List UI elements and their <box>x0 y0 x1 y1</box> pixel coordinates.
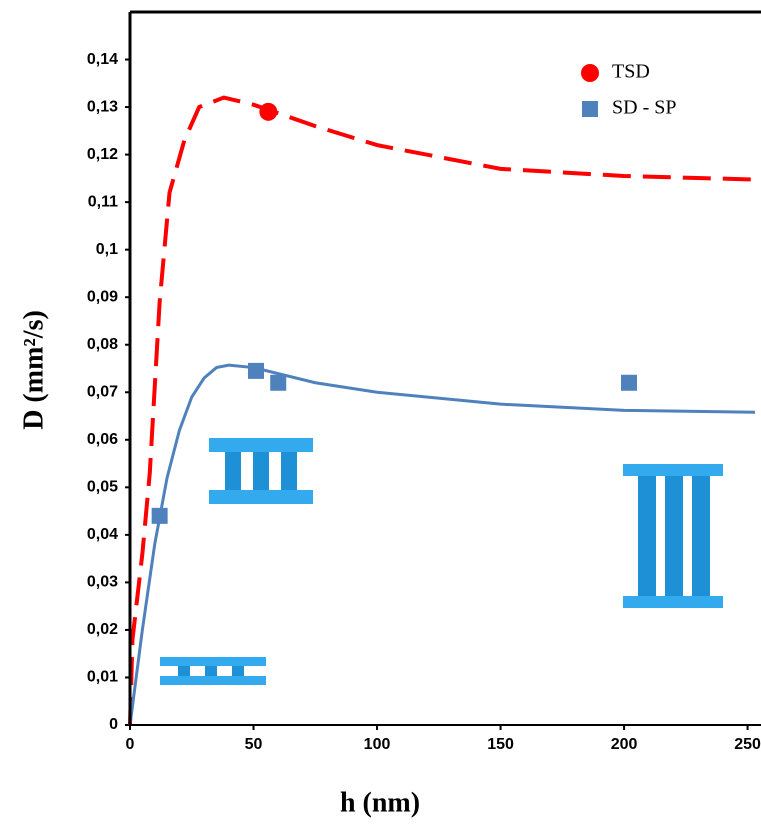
y-tick-label: 0,01 <box>87 669 118 686</box>
legend-label: SD - SP <box>612 97 676 119</box>
data-point <box>621 374 638 391</box>
data-point <box>247 362 264 379</box>
y-tick-label: 0,05 <box>87 479 118 496</box>
data-point <box>259 102 278 121</box>
fit-curve <box>128 363 756 726</box>
inset-medium-pillars <box>209 438 313 504</box>
fit-curve <box>128 95 755 726</box>
y-tick-label: 0,08 <box>87 336 118 353</box>
data-point <box>151 507 168 524</box>
legend-label: TSD <box>612 61 650 83</box>
y-tick-label: 0,09 <box>87 288 118 305</box>
y-tick-label: 0,1 <box>96 241 118 258</box>
legend-marker <box>582 101 598 117</box>
y-tick-label: 0,12 <box>87 146 118 163</box>
x-tick-label: 200 <box>611 736 638 753</box>
y-tick-label: 0,02 <box>87 621 118 638</box>
inset-short-pillars <box>160 657 266 685</box>
x-axis-title: h (nm) <box>340 787 420 818</box>
x-tick-label: 250 <box>734 736 761 753</box>
y-tick-label: 0,06 <box>87 431 118 448</box>
y-tick-label: 0,11 <box>88 193 118 210</box>
y-tick-label: 0,07 <box>87 383 118 400</box>
x-tick-label: 150 <box>487 736 514 753</box>
y-tick-label: 0,03 <box>87 574 118 591</box>
y-tick-label: 0,14 <box>87 51 118 68</box>
inset-tall-pillars <box>623 464 723 608</box>
y-tick-label: 0,13 <box>87 98 118 115</box>
x-tick-label: 0 <box>126 736 135 753</box>
x-tick-label: 100 <box>364 736 391 753</box>
x-tick-label: 50 <box>245 736 263 753</box>
y-tick-label: 0,04 <box>87 526 118 543</box>
data-point <box>270 374 287 391</box>
legend-marker <box>581 64 599 82</box>
y-axis-title: D (mm²/s) <box>18 310 49 430</box>
y-tick-label: 0 <box>109 716 118 733</box>
